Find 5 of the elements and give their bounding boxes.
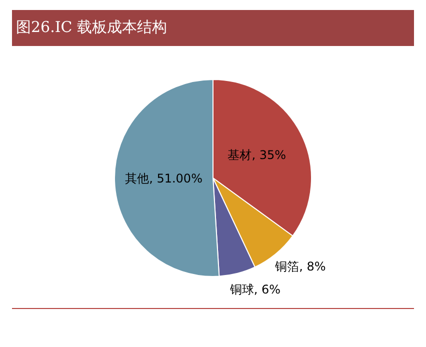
slice-label: 铜箔, 8% — [274, 260, 326, 274]
slice-label: 基材, 35% — [228, 148, 286, 162]
slice-label: 铜球, 6% — [228, 282, 281, 297]
slice-label: 其他, 51.00% — [125, 172, 202, 186]
chart-title: 图26.IC 载板成本结构 — [12, 10, 414, 46]
